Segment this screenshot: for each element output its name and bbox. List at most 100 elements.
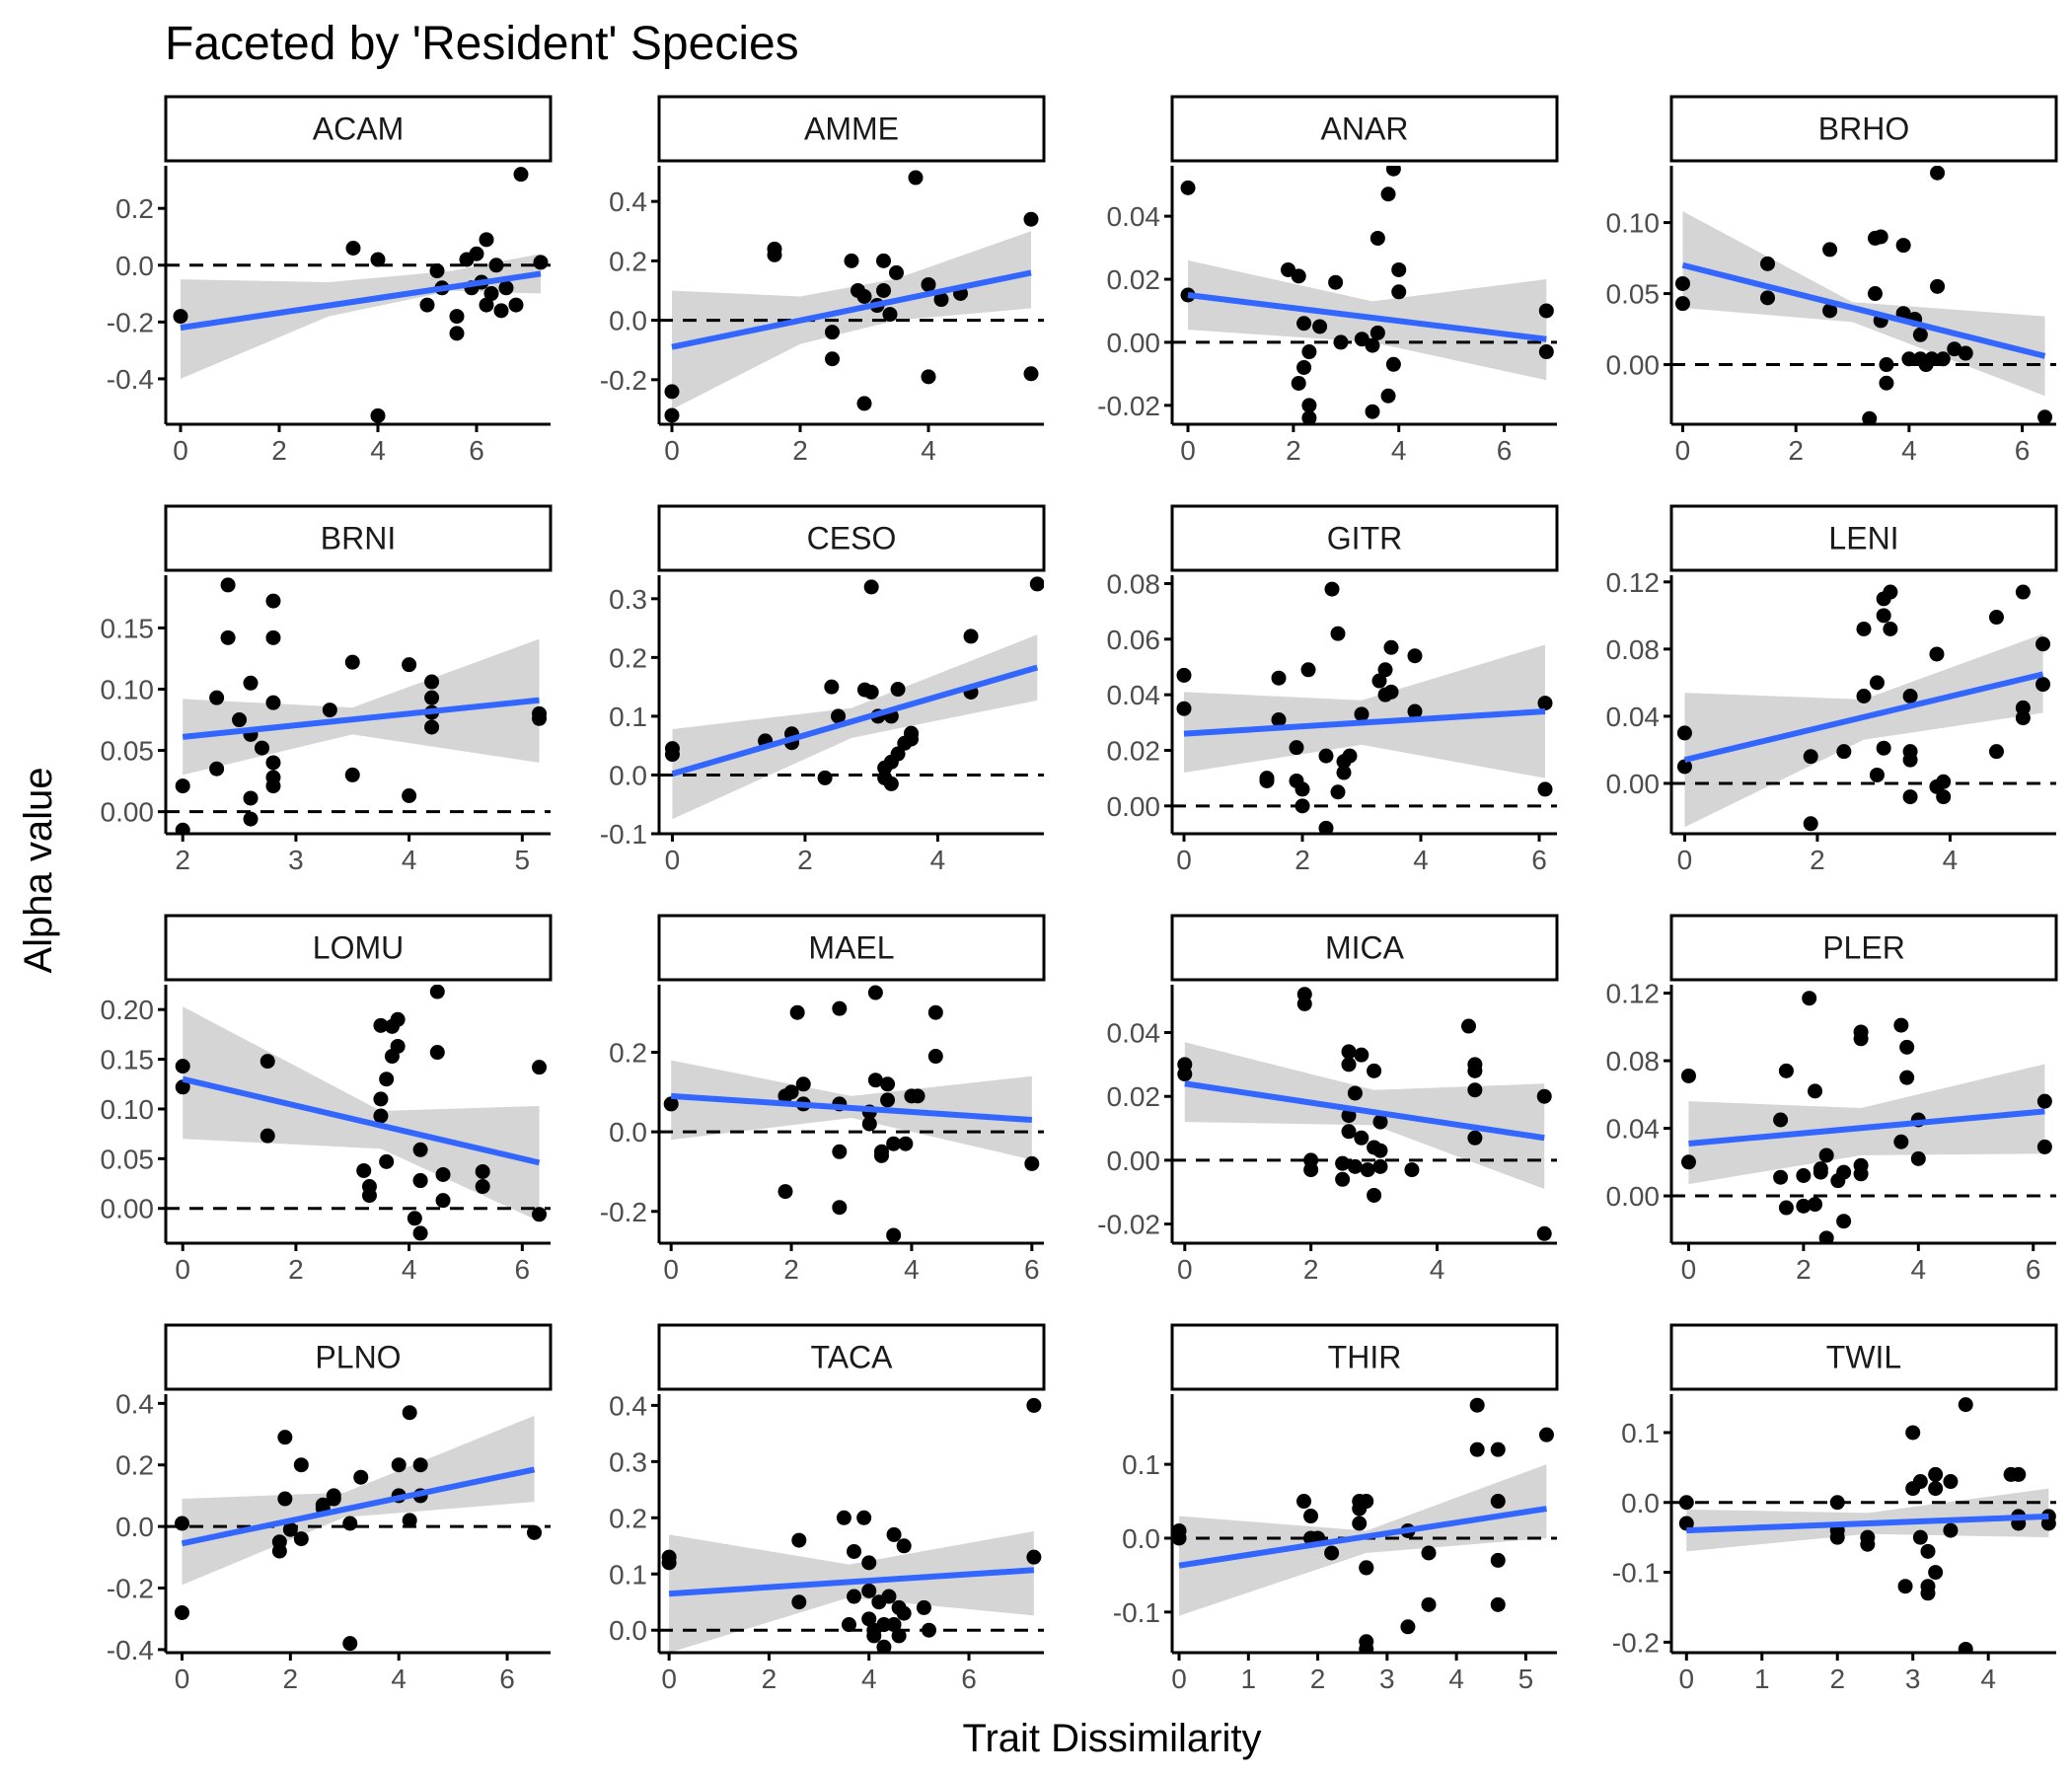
plot-area — [1671, 991, 2056, 1243]
x-tick-label: 2 — [283, 1664, 299, 1694]
data-point — [435, 1166, 451, 1182]
y-tick-label: 0.4 — [609, 1390, 647, 1421]
data-point — [479, 232, 494, 248]
x-tick-label: 5 — [1518, 1664, 1534, 1694]
plot-area — [166, 167, 551, 423]
data-point — [379, 1072, 395, 1087]
panel-leni: LENI 0.00 0.04 0.08 0.12 0 2 4 — [1606, 504, 2058, 875]
data-point — [1836, 1164, 1852, 1180]
facet-strip — [1669, 1323, 2058, 1391]
data-point — [1371, 673, 1387, 689]
data-point — [1383, 639, 1399, 655]
data-point — [1347, 1158, 1363, 1174]
data-point — [1359, 1494, 1374, 1510]
data-point — [1902, 789, 1918, 805]
data-point — [220, 629, 236, 645]
data-point — [1354, 1130, 1369, 1146]
data-point — [861, 1583, 877, 1598]
y-tick-label: 0.04 — [1606, 1114, 1661, 1145]
y-tick-label: 0.12 — [1606, 979, 1661, 1009]
facet-strip — [1170, 1323, 1559, 1391]
data-point — [1862, 410, 1878, 424]
x-tick-label: 2 — [175, 845, 190, 875]
regression-line — [180, 270, 542, 332]
data-point — [1910, 1150, 1926, 1166]
data-point — [1421, 1596, 1437, 1612]
y-tick-label: 0.00 — [1107, 791, 1161, 822]
data-point — [841, 1617, 856, 1633]
data-point — [1377, 662, 1393, 678]
x-axis-label: Trait Dissimilarity — [963, 1717, 1262, 1760]
data-point — [664, 747, 680, 763]
data-point — [1372, 1143, 1388, 1158]
x-tick-label: 6 — [515, 1254, 531, 1285]
facet-label: BRNI — [321, 521, 396, 556]
facet-label: GITR — [1327, 521, 1402, 556]
plot-area — [659, 170, 1044, 423]
data-point — [1300, 662, 1316, 678]
data-point — [1490, 1596, 1506, 1612]
y-axis-label: Alpha value — [17, 767, 60, 973]
data-point — [1400, 1619, 1416, 1635]
data-point — [861, 1611, 877, 1627]
data-point — [664, 407, 680, 423]
data-point — [1490, 1494, 1506, 1510]
data-point — [1291, 268, 1306, 284]
data-point — [1778, 1200, 1794, 1216]
data-point — [1678, 1495, 1694, 1511]
x-tick-label: 5 — [515, 845, 531, 875]
y-tick-label: -0.2 — [600, 365, 647, 396]
data-point — [1678, 1516, 1694, 1531]
y-tick-label: -0.02 — [1097, 1210, 1160, 1240]
data-point — [866, 1628, 882, 1644]
facet-strip — [1669, 504, 2058, 572]
data-point — [209, 690, 225, 705]
data-point — [904, 725, 920, 741]
data-point — [856, 1510, 872, 1525]
y-tick-label: -0.2 — [600, 1197, 647, 1227]
x-tick-label: 4 — [930, 845, 946, 875]
data-point — [1404, 1162, 1420, 1178]
data-point — [1853, 1031, 1869, 1047]
y-tick-label: 0.2 — [609, 246, 647, 276]
plot-area — [1671, 1397, 2056, 1653]
data-point — [175, 778, 190, 794]
y-tick-label: 0.00 — [101, 1194, 155, 1224]
y-tick-label: 0.10 — [101, 1094, 155, 1125]
data-point — [1026, 1549, 1042, 1565]
panel-acam: ACAM -0.4 -0.2 0.0 0.2 0 2 4 6 — [107, 95, 553, 466]
data-point — [1796, 1198, 1812, 1214]
panel-brni: BRNI 0.00 0.05 0.10 0.15 2 3 4 5 — [101, 504, 553, 875]
y-tick-label: 0.06 — [1107, 625, 1161, 655]
data-point — [1359, 1641, 1374, 1653]
data-point — [1372, 1158, 1388, 1174]
data-point — [1330, 626, 1346, 641]
data-point — [532, 1207, 548, 1222]
panel-grid: ACAM-0.4-0.20.00.20 2 4 6AMME-0.20.00.20.40… — [101, 95, 2058, 1694]
x-tick-label: 2 — [1286, 435, 1301, 466]
data-point — [791, 1594, 807, 1610]
x-tick-label: 0 — [661, 1664, 677, 1694]
data-point — [836, 1510, 851, 1525]
data-point — [927, 1004, 943, 1020]
x-tick-label: 3 — [1379, 1664, 1395, 1694]
data-point — [1883, 621, 1898, 636]
data-point — [174, 1516, 189, 1531]
facet-strip — [1669, 95, 2058, 163]
data-point — [1341, 1057, 1357, 1073]
data-point — [880, 1076, 896, 1092]
data-point — [891, 1628, 907, 1644]
y-tick-label: 0.1 — [609, 1559, 647, 1590]
x-tick-label: 4 — [921, 435, 936, 466]
data-point — [1301, 410, 1317, 424]
x-tick-label: 0 — [173, 435, 188, 466]
y-tick-label: 0.0 — [115, 251, 154, 281]
data-point — [402, 1405, 417, 1421]
data-point — [1295, 798, 1310, 814]
data-point — [1773, 1169, 1789, 1185]
data-point — [1259, 773, 1275, 788]
x-tick-label: 0 — [1677, 845, 1693, 875]
data-point — [2040, 1516, 2056, 1531]
plot-area — [166, 985, 551, 1241]
data-point — [1354, 706, 1369, 722]
